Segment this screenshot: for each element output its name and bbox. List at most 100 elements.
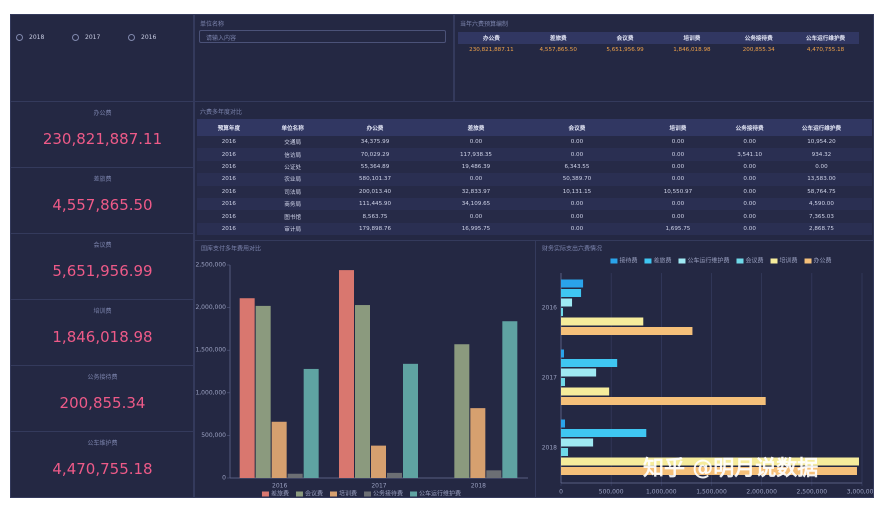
data-row: 2016 公证处 55,364.89 19,486.39 6,343.55 0.00 0.0… (197, 160, 872, 174)
kpi-card: 培训费 1,846,018.98 (11, 300, 194, 366)
bar (239, 298, 255, 478)
table-cell: 55,364.89 (360, 163, 390, 170)
y-tick-label: 500,000 (201, 432, 226, 439)
legend-swatch (770, 258, 778, 264)
bar (561, 298, 573, 307)
x-tick-label: 2016 (272, 483, 287, 490)
table-cell: 0.00 (570, 201, 584, 208)
legend-swatch (410, 491, 418, 497)
legend-swatch (736, 258, 744, 264)
legend-swatch (295, 491, 303, 497)
kpi-label: 会议费 (93, 242, 112, 249)
budget-value: 230,821,887.11 (469, 47, 514, 53)
kpi-column: 办公费 230,821,887.11 差旅费 4,557,865.50 会议费 5,651… (10, 101, 194, 498)
table-cell: 8,563.75 (362, 213, 388, 220)
table-cell: 50,389.70 (562, 176, 592, 183)
table-cell: 117,938.35 (459, 151, 492, 158)
table-cell: 58,764.75 (807, 188, 836, 195)
year-label: 2016 (141, 34, 157, 41)
table-cell: 2016 (221, 176, 236, 183)
table-cell: 2016 (221, 213, 236, 220)
x-tick-label: 0 (559, 489, 563, 496)
legend-swatch (364, 491, 372, 497)
bar (371, 445, 386, 478)
legend-swatch (678, 258, 686, 264)
table-cell: 商务局 (284, 202, 302, 209)
radio-circle (16, 34, 23, 41)
bar (561, 387, 610, 396)
table-cell: 0.00 (743, 201, 756, 208)
unit-placeholder: 请输入内容 (206, 35, 237, 42)
table-cell: 32,833.97 (461, 188, 491, 195)
unit-label: 单位名称 (200, 21, 225, 28)
bar (255, 305, 271, 478)
y-tick-label: 1,500,000 (195, 347, 226, 354)
radio-circle (72, 34, 79, 41)
chart-panel: 国库支付多年费用对比 0 500,000 1,000,000 1,500,000 2,00… (194, 240, 536, 498)
header-cell: 预算年度 (197, 119, 261, 136)
header-cell: 单位名称 (260, 119, 325, 136)
table-cell: 农业局 (284, 177, 302, 184)
table-cell: 0.00 (671, 151, 685, 158)
table-cell: 审计局 (284, 226, 302, 233)
table-cell: 2016 (221, 188, 236, 195)
legend-label: 差旅费 (271, 490, 289, 498)
table-cell: 0.00 (743, 176, 756, 183)
table-cell: 34,375.99 (360, 139, 390, 146)
table-cell: 0.00 (570, 151, 584, 158)
table-cell: 6,343.55 (564, 163, 590, 170)
table-cell: 0.00 (469, 139, 483, 146)
bar (271, 421, 287, 478)
table-cell: 信访局 (284, 152, 302, 159)
y-tick-label: 2017 (542, 375, 557, 382)
year-radio[interactable]: 2018 (16, 34, 44, 41)
chart-panel: 财务实际支出六费情况 0 500,000 1,000,000 1,500,000 2,00… (535, 240, 874, 498)
header-cell: 会议费 (591, 32, 659, 44)
data-row: 2016 审计局 179,898.76 16,995.75 0.00 1,695.75 0.… (197, 222, 872, 236)
radio-circle (128, 34, 135, 41)
year-label: 2018 (29, 34, 45, 41)
table-cell: 34,109.65 (461, 201, 491, 208)
kpi-label: 差旅费 (93, 176, 112, 183)
x-tick-label: 500,000 (599, 489, 624, 496)
year-label: 2017 (85, 34, 101, 41)
header-cell: 培训费 (658, 32, 726, 44)
table-cell: 0.00 (815, 163, 828, 170)
legend-swatch (329, 491, 337, 497)
table-cell: 交通局 (284, 140, 302, 147)
data-row: 2016 图书馆 8,563.75 0.00 0.00 0.00 0.00 7,365.03 (197, 210, 872, 223)
header-cell: 公务接待费 (725, 32, 793, 44)
header-cell: 培训费 (627, 119, 729, 136)
bar (339, 270, 354, 478)
table-cell: 70,029.29 (360, 151, 390, 158)
bar (561, 457, 859, 466)
legend-swatch (644, 258, 652, 264)
table-cell: 0.00 (671, 201, 685, 208)
budget-value: 200,855.34 (742, 47, 775, 53)
year-radio[interactable]: 2017 (72, 34, 100, 41)
y-tick-label: 2,500,000 (195, 262, 226, 269)
legend-swatch (610, 258, 618, 264)
kpi-value: 1,846,018.98 (52, 328, 153, 346)
x-tick-label: 3,000,000 (847, 489, 873, 496)
kpi-value: 4,557,865.50 (52, 196, 153, 214)
table-cell: 10,954.20 (807, 139, 836, 146)
year-radio[interactable]: 2016 (128, 34, 156, 41)
legend-label: 培训费 (339, 490, 357, 498)
data-row: 2016 交通局 34,375.99 0.00 0.00 0.00 0.00 10,954.2… (197, 136, 872, 149)
bar (561, 349, 565, 358)
comparison-panel: 六费多年度对比 预算年度 单位名称 办公费 差旅费 会议费 培训费 公务接待费 公车运行维护费… (194, 101, 874, 241)
table-cell: 200,013.40 (359, 188, 392, 195)
table-cell: 图书馆 (284, 214, 302, 221)
bar (502, 321, 518, 478)
header-cell: 公车运行维护费 (792, 32, 859, 44)
bar (387, 472, 402, 478)
budget-table: 办公费 差旅费 会议费 培训费 公务接待费 公车运行维护费 230,821,887.11 4,… (458, 32, 859, 56)
kpi-value: 4,470,755.18 (52, 460, 153, 478)
bar (561, 429, 647, 437)
unit-input[interactable]: 请输入内容 (199, 30, 446, 43)
x-tick-label: 2,500,000 (797, 489, 828, 496)
table-cell: 10,550.97 (663, 188, 693, 195)
budget-panel: 当年六费预算编制 办公费 差旅费 会议费 培训费 公务接待费 公车运行维护费 230,821… (454, 14, 874, 102)
legend-label: 公车运行维护费 (419, 490, 461, 498)
